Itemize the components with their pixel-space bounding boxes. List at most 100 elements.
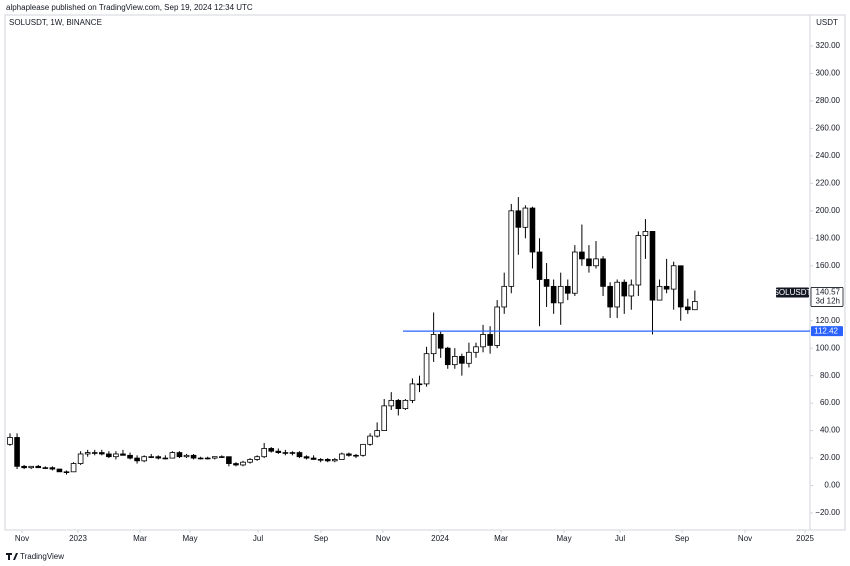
candle-body xyxy=(134,457,140,462)
candle-body xyxy=(452,356,458,366)
y-tick-label: 200.00 xyxy=(816,206,841,215)
x-tick-label: Sep xyxy=(675,534,690,543)
plot-frame xyxy=(4,14,846,531)
candle-body xyxy=(670,265,677,290)
x-tick-label: 2023 xyxy=(69,534,87,543)
candle-body xyxy=(656,285,663,301)
y-tick-label: 0.00 xyxy=(824,481,840,490)
candles xyxy=(7,197,698,475)
header: alphaplease published on TradingView.com… xyxy=(6,3,253,12)
candle-body xyxy=(28,465,34,469)
candle-body xyxy=(416,383,423,386)
candle-body xyxy=(77,453,84,464)
y-tick-label: 220.00 xyxy=(816,178,841,187)
candle-body xyxy=(459,356,465,364)
y-tick-label: 300.00 xyxy=(816,69,841,78)
candle-body xyxy=(84,452,91,455)
candle-body xyxy=(649,231,656,301)
candle-body xyxy=(684,306,691,311)
candle-body xyxy=(677,265,684,308)
candle-body xyxy=(233,463,239,466)
x-tick-label: 2024 xyxy=(431,534,449,543)
candle-body xyxy=(381,405,388,432)
candle-body xyxy=(543,279,550,287)
candle-body xyxy=(466,351,472,364)
candle-body xyxy=(211,456,218,459)
candle-body xyxy=(515,210,522,228)
candle-body xyxy=(444,347,451,366)
y-tick-label: 260.00 xyxy=(816,124,841,133)
candle-body xyxy=(204,457,211,460)
candle-body xyxy=(49,467,56,470)
x-tick-label: Nov xyxy=(376,534,390,543)
countdown: 3d 12h xyxy=(816,297,840,306)
x-tick-label: 2025 xyxy=(796,534,814,543)
x-tick-label: Nov xyxy=(15,534,29,543)
brand: TradingView xyxy=(20,552,64,561)
candle-body xyxy=(91,452,98,454)
y-tick-label: 180.00 xyxy=(816,233,841,242)
candle-body xyxy=(564,285,571,294)
candle-body xyxy=(155,456,162,459)
brand-logo xyxy=(6,553,18,560)
price-tag xyxy=(810,287,844,307)
candle-body xyxy=(480,334,486,348)
candle-body xyxy=(176,452,183,458)
x-tick-label: Mar xyxy=(133,534,147,543)
candle-body xyxy=(621,281,628,297)
candle-body xyxy=(579,251,585,260)
candle-body xyxy=(261,448,267,458)
candle-body xyxy=(56,468,63,473)
candle-body xyxy=(536,251,543,280)
candle-body xyxy=(339,453,345,460)
candle-body xyxy=(501,285,508,308)
y-tick-label: 320.00 xyxy=(816,41,841,50)
candle-body xyxy=(162,457,169,460)
candle-body xyxy=(487,334,493,346)
y-tick-label: 120.00 xyxy=(816,316,841,325)
candle-body xyxy=(430,334,437,355)
candle-body xyxy=(148,456,155,458)
candle-body xyxy=(494,306,500,346)
candle-body xyxy=(586,258,592,267)
candle-body xyxy=(240,461,246,466)
candle-body xyxy=(593,258,599,267)
candle-body xyxy=(275,450,282,453)
x-tick-label: Jul xyxy=(615,534,625,543)
candle-body xyxy=(635,235,642,286)
candle-body xyxy=(529,207,536,253)
candle-body xyxy=(141,456,147,462)
candle-body xyxy=(70,463,77,473)
candle-body xyxy=(402,399,409,410)
last-price: 140.57 xyxy=(816,288,841,297)
candle-body xyxy=(42,467,49,469)
candle-body xyxy=(360,443,366,456)
candle-body xyxy=(296,452,303,458)
candle-body xyxy=(127,454,133,459)
candle-body xyxy=(642,231,649,236)
candle-body xyxy=(437,334,444,349)
candle-body xyxy=(346,453,352,456)
candle-body xyxy=(7,437,13,445)
candle-body xyxy=(310,457,317,460)
candle-body xyxy=(268,448,275,452)
level-label: 112.42 xyxy=(814,327,838,336)
x-tick-label: Mar xyxy=(494,534,508,543)
candle-body xyxy=(388,399,395,407)
y-tick-label: 20.00 xyxy=(820,453,841,462)
symbol-tag xyxy=(776,287,809,298)
candle-body xyxy=(395,399,402,410)
candle-body xyxy=(353,454,359,457)
x-tick-label: Nov xyxy=(738,534,752,543)
y-tick-label: 280.00 xyxy=(816,96,841,105)
y-tick-label: 60.00 xyxy=(820,398,841,407)
candle-body xyxy=(247,459,253,463)
candle-body xyxy=(190,454,197,459)
candle-body xyxy=(473,346,479,353)
candle-body xyxy=(663,285,670,290)
candle-body xyxy=(183,454,190,458)
chart-title: SOLUSDT, 1W, BINANCE xyxy=(9,18,102,27)
candle-body xyxy=(289,452,296,454)
